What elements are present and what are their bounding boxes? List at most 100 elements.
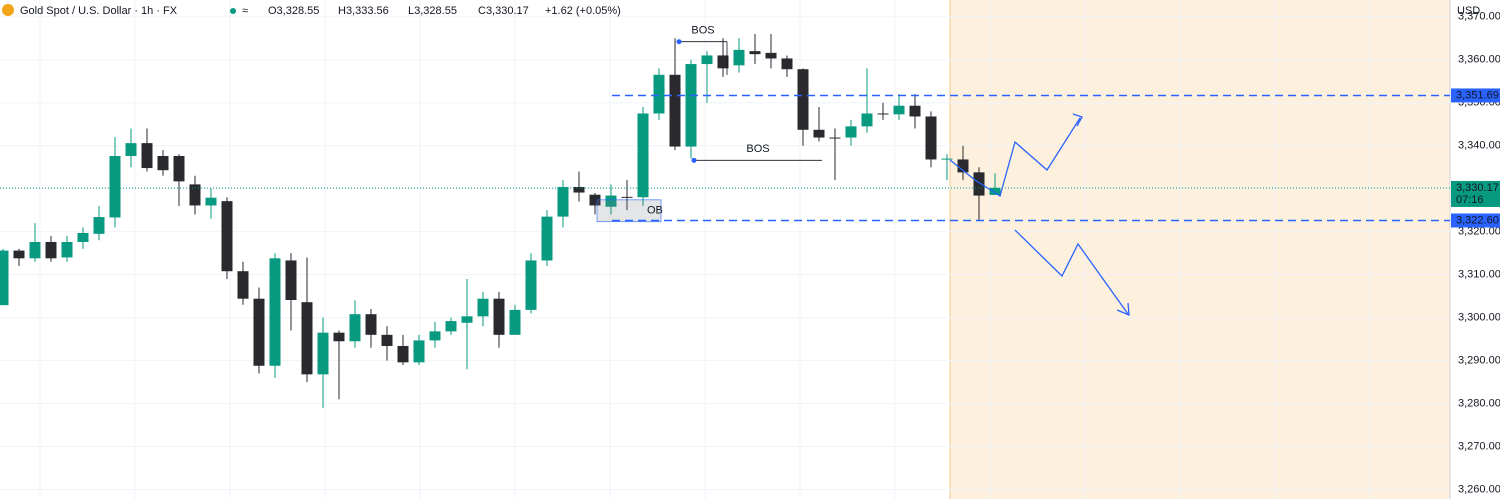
candle-body	[301, 302, 313, 375]
candle-body	[253, 298, 265, 366]
candle-body	[109, 156, 121, 218]
candle-body	[365, 314, 377, 335]
candle-body	[445, 321, 457, 332]
candle-body	[989, 187, 1001, 195]
y-tick-label: 3,270.00	[1458, 440, 1500, 452]
candle-body	[525, 260, 537, 310]
level-label: 3,351.69	[1456, 89, 1499, 101]
candle-body	[237, 271, 249, 299]
candle-body	[413, 340, 425, 363]
candle-body	[205, 197, 217, 206]
candle-body	[925, 116, 937, 160]
candle-body	[797, 69, 809, 130]
y-tick-label: 3,310.00	[1458, 269, 1500, 281]
currency[interactable]: USD	[1457, 5, 1480, 17]
candle-body	[973, 172, 985, 196]
candle-body	[813, 129, 825, 138]
candle-body	[29, 241, 41, 259]
candle-body	[189, 184, 201, 206]
candle-body	[637, 113, 649, 198]
level-label: 3,322.60	[1456, 214, 1499, 226]
candle-body	[589, 194, 601, 206]
candle-body	[829, 137, 841, 139]
candle-body	[13, 250, 25, 259]
candle-body	[317, 332, 329, 375]
countdown-label: 07:16	[1456, 194, 1484, 206]
market-icon: ≈	[242, 5, 248, 17]
candle-body	[877, 113, 889, 115]
market-status	[230, 8, 236, 14]
candle-body	[141, 143, 153, 169]
order-block	[596, 199, 662, 223]
candle-body	[0, 250, 9, 306]
change-value: +1.62 (+0.05%)	[545, 5, 621, 17]
candle-body	[893, 105, 905, 115]
candle-body	[333, 332, 345, 342]
y-tick-label: 3,370.00	[1458, 11, 1500, 23]
candle-body	[173, 156, 185, 182]
candle-body	[861, 113, 873, 127]
candle-body	[669, 74, 681, 147]
y-tick-label: 3,260.00	[1458, 483, 1500, 495]
bos-anchor	[691, 157, 697, 163]
last-price-label: 3,330.17	[1456, 182, 1499, 194]
candle-body	[477, 298, 489, 317]
candle-body	[781, 58, 793, 70]
y-tick-label: 3,340.00	[1458, 140, 1500, 152]
candle-body	[941, 158, 953, 160]
candle-body	[45, 241, 57, 259]
arrow-head	[1116, 302, 1130, 317]
candle-body	[701, 55, 713, 65]
candle-body	[61, 241, 73, 258]
candle-body	[541, 216, 553, 261]
candle-body	[957, 159, 969, 173]
candle-body	[845, 126, 857, 138]
candle-body	[221, 201, 233, 272]
candle-body	[77, 232, 89, 242]
level-tag	[1451, 213, 1500, 228]
candle-body	[717, 55, 729, 69]
candle-body	[621, 196, 633, 198]
candle-body	[749, 51, 761, 55]
candle-body	[653, 74, 665, 114]
candle-body	[285, 260, 297, 301]
candle-body	[493, 298, 505, 335]
candle-body	[429, 331, 441, 341]
y-tick-label: 3,280.00	[1458, 397, 1500, 409]
order-block-label: OB	[647, 205, 663, 217]
symbol-icon	[2, 4, 14, 16]
projection-down	[1014, 229, 1129, 315]
candle-body	[685, 64, 697, 147]
candle-body	[93, 217, 105, 234]
candle-body	[605, 195, 617, 207]
bos-anchor	[676, 39, 682, 45]
candle-body	[269, 258, 281, 366]
y-tick-label: 3,300.00	[1458, 312, 1500, 324]
arrow-head	[1072, 113, 1083, 127]
candle-body	[157, 156, 169, 171]
ohlc-value: O3,328.55	[268, 5, 319, 17]
projection-up	[949, 117, 1081, 198]
candle-body	[349, 314, 361, 342]
candle-body	[125, 143, 137, 157]
bos-label: BOS	[691, 25, 714, 37]
symbol-title[interactable]: Gold Spot / U.S. Dollar · 1h · FX	[20, 5, 178, 17]
candle-body	[765, 52, 777, 59]
candle-body	[733, 49, 745, 66]
last-price-tag	[1451, 180, 1500, 207]
candle-body	[461, 316, 473, 323]
bos-label: BOS	[746, 143, 769, 155]
candle-body	[573, 186, 585, 193]
ohlc-value: C3,330.17	[478, 5, 529, 17]
candle-body	[397, 345, 409, 363]
candle-body	[909, 105, 921, 117]
ohlc-value: H3,333.56	[338, 5, 389, 17]
session-highlight	[950, 0, 1450, 499]
candle-body	[381, 334, 393, 346]
candle-body	[509, 309, 521, 335]
y-tick-label: 3,290.00	[1458, 355, 1500, 367]
candle-body	[557, 186, 569, 217]
ohlc-value: L3,328.55	[408, 5, 457, 17]
level-tag	[1451, 88, 1500, 103]
